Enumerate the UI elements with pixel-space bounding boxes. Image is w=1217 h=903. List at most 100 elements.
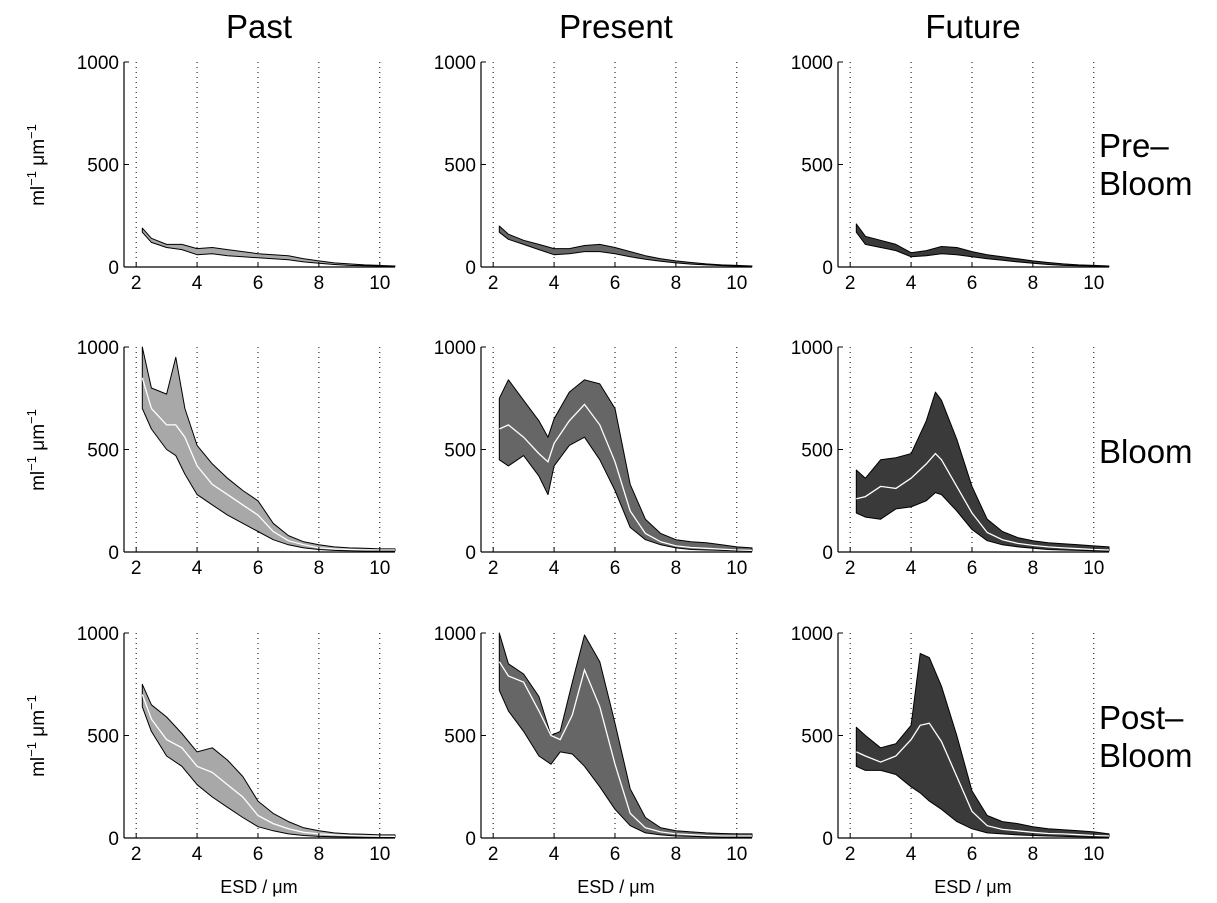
panel-bloom-past-band	[141, 346, 396, 552]
panel-post-bloom-past-xtick-label-2: 2	[131, 844, 142, 865]
panel-post-bloom-past-xtick-label-4: 4	[192, 844, 203, 865]
panel-pre-bloom-present: 0 500 1000 2 4 6 8 10	[434, 53, 753, 294]
row-label-post-bloom-line1: Post–	[1099, 699, 1184, 736]
panel-post-bloom-future-ytick-label-0: 0	[822, 829, 833, 850]
panel-bloom-present-ytick-label-0: 0	[465, 543, 476, 564]
panel-bloom-future-xtick-label-6: 6	[967, 558, 978, 579]
panel-post-bloom-future-xtick-label-4: 4	[906, 844, 917, 865]
panel-pre-bloom-past-xtick-label-6: 6	[253, 273, 264, 294]
panel-pre-bloom-future-xtick-label-4: 4	[906, 273, 917, 294]
panel-bloom-past-median-line	[141, 377, 395, 551]
panel-bloom-past-ytick-label-0: 0	[108, 543, 119, 564]
panel-pre-bloom-future-xtick-label-2: 2	[845, 273, 856, 294]
panel-pre-bloom-present-xtick-label-6: 6	[610, 273, 621, 294]
panel-pre-bloom-future-band	[855, 223, 1110, 267]
panel-bloom-future-band	[855, 391, 1110, 552]
panel-pre-bloom-present-xtick-label-8: 8	[671, 273, 682, 294]
panel-bloom-past-xtick-label-4: 4	[192, 558, 203, 579]
panel-post-bloom-past-xtick-label-10: 10	[369, 844, 390, 865]
panel-pre-bloom-present-ytick-label-0: 0	[465, 258, 476, 279]
panel-bloom-present-xtick-label-10: 10	[726, 558, 747, 579]
panel-pre-bloom-future-ytick-label-1000: 1000	[791, 53, 833, 74]
row-label-post-bloom-line2: Bloom	[1099, 737, 1193, 774]
panel-pre-bloom-present-ytick-label-1000: 1000	[434, 53, 476, 74]
panel-post-bloom-future-band	[855, 653, 1110, 838]
panel-post-bloom-past-median-line	[141, 694, 396, 838]
panel-pre-bloom-past-ytick-label-500: 500	[87, 156, 119, 177]
panel-bloom-past-xtick-label-2: 2	[131, 558, 142, 579]
panel-post-bloom-present-xtick-label-4: 4	[549, 844, 560, 865]
panel-post-bloom-present-xtick-label-2: 2	[488, 844, 499, 865]
panel-bloom-present-ytick-label-1000: 1000	[434, 338, 476, 359]
panel-post-bloom-present-xtick-label-6: 6	[610, 844, 621, 865]
panel-bloom-present-band	[498, 379, 753, 552]
panel-post-bloom-future: 0 500 1000 2 4 6 8 10	[791, 624, 1110, 865]
panel-post-bloom-present-band	[498, 632, 753, 838]
panel-bloom-future-ytick-label-500: 500	[801, 441, 833, 462]
panel-post-bloom-past-ytick-label-0: 0	[108, 829, 119, 850]
column-title-future: Future	[925, 8, 1020, 45]
panel-bloom-future-xtick-label-10: 10	[1083, 558, 1104, 579]
panel-pre-bloom-present-xtick-label-2: 2	[488, 273, 499, 294]
panel-pre-bloom-present-xtick-label-10: 10	[726, 273, 747, 294]
panel-bloom-past-ytick-label-1000: 1000	[77, 338, 119, 359]
panel-post-bloom-past-xtick-label-8: 8	[314, 844, 325, 865]
panel-post-bloom-future-median-line	[856, 722, 1110, 837]
panel-post-bloom-future-ytick-label-1000: 1000	[791, 624, 833, 645]
panel-post-bloom-present-ytick-label-0: 0	[465, 829, 476, 850]
panel-post-bloom-present-ytick-label-1000: 1000	[434, 624, 476, 645]
x-axis-labels: ESD / μm ESD / μm ESD / μm	[220, 877, 1011, 897]
x-axis-label-past: ESD / μm	[220, 877, 297, 897]
panel-pre-bloom-future: 0 500 1000 2 4 6 8 10	[791, 53, 1110, 294]
panel-post-bloom-past: 0 500 1000 2 4 6 8 10	[77, 624, 396, 865]
panel-post-bloom-past-band	[141, 683, 396, 838]
y-axis-labels: ml−1 μm−1 ml−1 μm−1 ml−1 μm−1	[24, 124, 49, 777]
panel-post-bloom-future-xtick-label-6: 6	[967, 844, 978, 865]
panel-post-bloom-present-xtick-label-10: 10	[726, 844, 747, 865]
panel-pre-bloom-present-ytick-label-500: 500	[444, 156, 476, 177]
panel-pre-bloom-future-ytick-label-500: 500	[801, 156, 833, 177]
panel-bloom-future-xtick-label-4: 4	[906, 558, 917, 579]
panel-pre-bloom-past-xtick-label-2: 2	[131, 273, 142, 294]
panel-pre-bloom-future-xtick-label-8: 8	[1028, 273, 1039, 294]
panel-bloom-future-ytick-label-1000: 1000	[791, 338, 833, 359]
panel-bloom-past: 0 500 1000 2 4 6 8 10	[77, 338, 396, 579]
panel-pre-bloom-past-xtick-label-8: 8	[314, 273, 325, 294]
panel-bloom-present-ytick-label-500: 500	[444, 441, 476, 462]
column-title-present: Present	[559, 8, 673, 45]
panel-bloom-past-xtick-label-6: 6	[253, 558, 264, 579]
panel-post-bloom-past-ytick-label-500: 500	[87, 727, 119, 748]
panel-bloom-future-xtick-label-2: 2	[845, 558, 856, 579]
panel-bloom-future: 0 500 1000 2 4 6 8 10	[791, 338, 1110, 579]
row-label-pre-bloom-line1: Pre–	[1099, 127, 1169, 164]
column-titles: Past Present Future	[226, 8, 1021, 45]
y-axis-label-row1: ml−1 μm−1	[24, 124, 49, 206]
panel-pre-bloom-past: 0 500 1000 2 4 6 8 10	[77, 53, 396, 294]
panel-pre-bloom-past-ytick-label-1000: 1000	[77, 53, 119, 74]
panel-bloom-present-xtick-label-6: 6	[610, 558, 621, 579]
panel-bloom-future-ytick-label-0: 0	[822, 543, 833, 564]
panel-post-bloom-present: 0 500 1000 2 4 6 8 10	[434, 624, 753, 865]
panel-pre-bloom-present-band	[498, 225, 753, 267]
x-axis-label-future: ESD / μm	[934, 877, 1011, 897]
panel-pre-bloom-past-band	[141, 227, 396, 267]
panel-post-bloom-future-xtick-label-2: 2	[845, 844, 856, 865]
panel-bloom-present-xtick-label-2: 2	[488, 558, 499, 579]
x-axis-label-present: ESD / μm	[577, 877, 654, 897]
panel-post-bloom-future-xtick-label-8: 8	[1028, 844, 1039, 865]
panel-post-bloom-past-xtick-label-6: 6	[253, 844, 264, 865]
panel-bloom-past-xtick-label-10: 10	[369, 558, 390, 579]
panel-pre-bloom-past-xtick-label-10: 10	[369, 273, 390, 294]
row-label-pre-bloom-line2: Bloom	[1099, 165, 1193, 202]
column-title-past: Past	[226, 8, 292, 45]
panel-pre-bloom-past-ytick-label-0: 0	[108, 258, 119, 279]
panel-post-bloom-future-ytick-label-500: 500	[801, 727, 833, 748]
panel-post-bloom-present-xtick-label-8: 8	[671, 844, 682, 865]
panel-post-bloom-present-median-line	[498, 661, 752, 837]
panel-bloom-future-xtick-label-8: 8	[1028, 558, 1039, 579]
panel-post-bloom-present-ytick-label-500: 500	[444, 727, 476, 748]
panel-bloom-present-xtick-label-8: 8	[671, 558, 682, 579]
row-labels: Pre– Bloom Bloom Post– Bloom	[1099, 127, 1193, 774]
